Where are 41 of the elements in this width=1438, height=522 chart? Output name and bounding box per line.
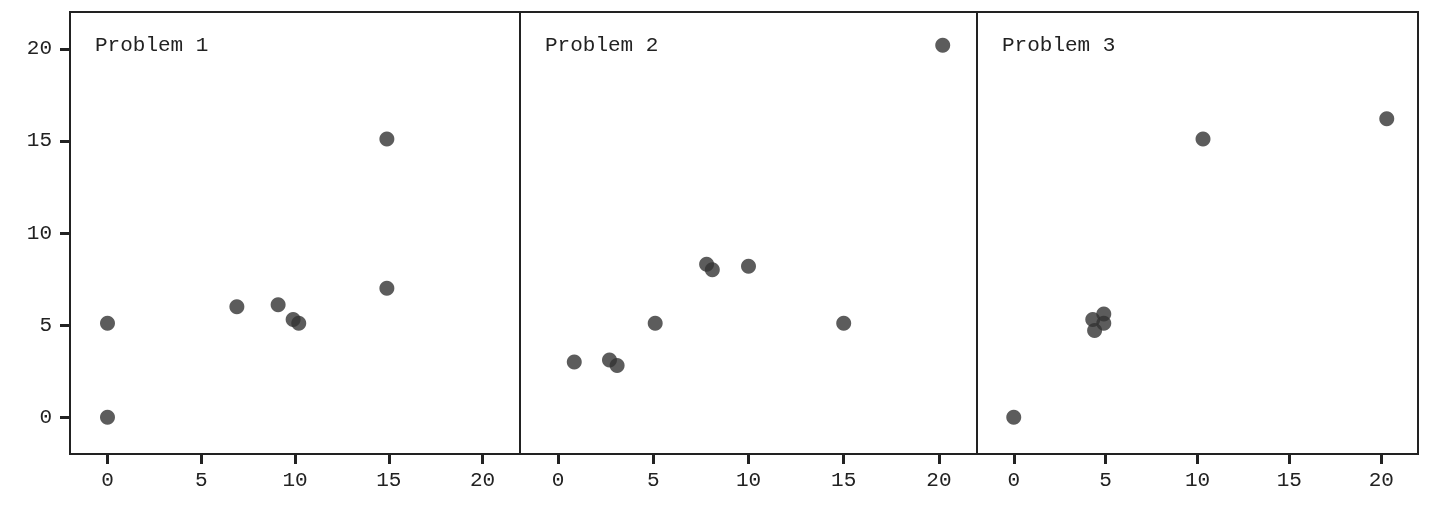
x-tick-label: 20: [469, 469, 496, 492]
point: [566, 354, 582, 370]
point: [609, 358, 625, 374]
x-tick-label: 0: [1007, 469, 1021, 492]
x-tick-label: 0: [551, 469, 565, 492]
point: [1195, 131, 1211, 147]
point: [1006, 409, 1022, 425]
point: [704, 262, 720, 278]
x-tick-label: 15: [831, 469, 857, 492]
y-tick-label: 10: [26, 221, 52, 245]
point: [1087, 323, 1103, 339]
point: [647, 315, 663, 331]
y-tick-label: 20: [26, 37, 52, 61]
x-tick-label: 20: [1368, 469, 1394, 492]
x-tick-label: 10: [1184, 469, 1211, 492]
point: [379, 131, 395, 147]
x-tick-label: 10: [282, 469, 308, 492]
x-tick-label: 15: [1276, 469, 1302, 492]
x-tick-label: 15: [376, 469, 402, 492]
y-tick-label: 5: [39, 313, 52, 337]
point: [1379, 111, 1395, 127]
text: Problem 1: [95, 34, 209, 57]
point: [935, 37, 951, 53]
point: [100, 315, 115, 331]
point: [270, 297, 286, 313]
x-tick-label: 5: [646, 469, 660, 492]
y-tick-label: 0: [39, 405, 52, 429]
text: Problem 2: [545, 34, 659, 57]
point: [229, 299, 245, 315]
point: [379, 280, 395, 296]
x-tick-label: 0: [101, 469, 114, 492]
y-tick-label: 15: [26, 129, 52, 153]
x-tick-label: 5: [1099, 469, 1112, 492]
x-tick-label: 20: [926, 469, 952, 492]
x-tick-label: 10: [735, 469, 762, 492]
point: [741, 258, 756, 274]
x-tick-label: 5: [194, 469, 208, 492]
point: [291, 315, 307, 331]
text: Problem 3: [1002, 34, 1116, 57]
point: [100, 409, 115, 425]
point: [836, 315, 852, 331]
